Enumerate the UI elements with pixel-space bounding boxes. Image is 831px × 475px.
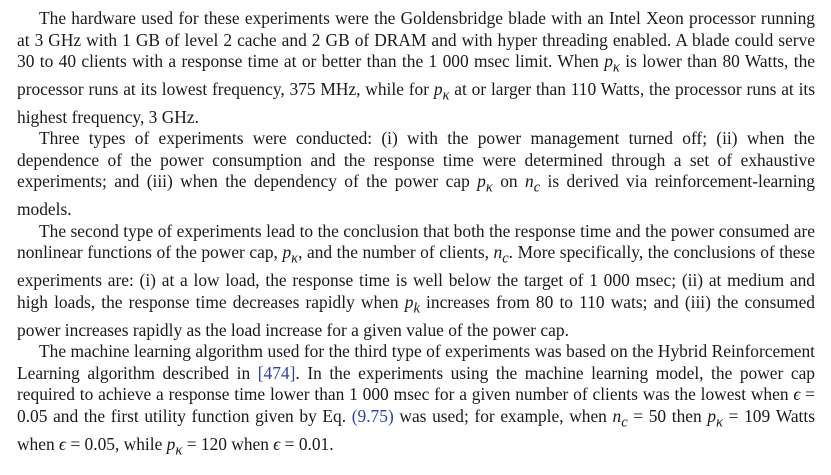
text-run: = 120 when	[182, 433, 274, 454]
math-subscript-c: c	[502, 250, 509, 267]
math-var-n: n	[525, 171, 534, 192]
math-var-n: n	[493, 242, 503, 263]
math-var-p: p	[433, 78, 443, 99]
math-subscript-kappa: κ	[291, 250, 299, 267]
paragraph-machine-learning: The machine learning algorithm used for …	[17, 341, 815, 461]
text-run: = 0.01.	[280, 433, 334, 454]
text-run: = 0.05 and the first utility function gi…	[17, 384, 815, 426]
math-var-p: p	[166, 433, 176, 454]
math-subscript-kappa: κ	[442, 87, 450, 104]
math-subscript-c: c	[533, 179, 541, 196]
math-subscript-kappa: κ	[612, 59, 620, 76]
text-run: Three types of experiments were conducte…	[17, 128, 815, 192]
text-run: , and the number of clients,	[298, 242, 494, 263]
text-run: . More specifically, the conclusions of …	[17, 242, 815, 312]
math-subscript-kappa: κ	[716, 414, 724, 431]
text-run: increases from 80 to 110 wats; and (iii)…	[17, 291, 815, 340]
math-var-epsilon: ϵ	[273, 433, 281, 454]
paragraph-second-type: The second type of experiments lead to t…	[17, 221, 815, 341]
math-var-p: p	[404, 291, 414, 312]
paragraph-experiment-types: Three types of experiments were conducte…	[17, 128, 815, 220]
text-run: The hardware used for these experiments …	[17, 8, 815, 71]
citation-link[interactable]: [474]	[257, 362, 296, 383]
math-subscript-kappa: κ	[485, 179, 493, 196]
math-var-n: n	[612, 405, 622, 426]
text-run: The second type of experiments lead to t…	[17, 220, 815, 263]
math-var-epsilon: ϵ	[793, 384, 801, 405]
math-subscript-c: c	[621, 414, 628, 431]
math-var-p: p	[604, 51, 613, 71]
text-run: is derived via reinforcement-learning mo…	[17, 171, 815, 220]
paragraph-hardware: The hardware used for these experiments …	[17, 8, 815, 128]
text-run: = 109 Watts when	[17, 405, 815, 454]
text-run: was used; for example, when	[393, 405, 613, 426]
text-run: . In the experiments using the machine l…	[17, 362, 815, 405]
text-run: is lower than 80 Watts, the processor ru…	[17, 51, 815, 99]
math-subscript-kappa: κ	[175, 442, 183, 459]
text-run: = 50 then	[627, 405, 708, 426]
math-subscript-k: k	[413, 300, 420, 317]
text-run: The machine learning algorithm used for …	[17, 341, 815, 383]
math-var-p: p	[707, 405, 717, 426]
math-var-p: p	[477, 171, 486, 192]
text-run: on	[492, 171, 526, 192]
text-run: = 0.05, while	[66, 433, 167, 454]
text-run: at or larger than 110 Watts, the process…	[17, 78, 815, 127]
equation-reference-link[interactable]: (9.75)	[351, 405, 394, 426]
math-var-p: p	[282, 242, 292, 263]
math-var-epsilon: ϵ	[59, 433, 67, 454]
